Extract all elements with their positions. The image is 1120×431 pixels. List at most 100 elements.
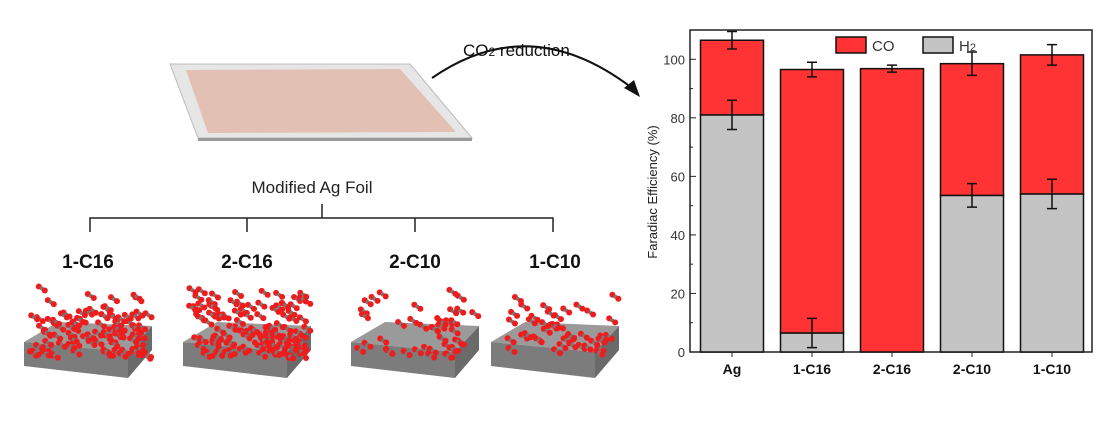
oxygen-atom [238,293,245,300]
oxygen-atom [50,301,57,308]
oxygen-atom [460,296,467,303]
legend-label: H2 [959,38,976,55]
error-bar-total [967,51,977,77]
oxygen-atom [254,328,261,335]
oxygen-atom [260,346,267,353]
oxygen-atom [612,319,619,326]
surface-slab-1-C10 [491,291,622,378]
oxygen-atom [301,342,308,349]
oxygen-atom [590,311,597,318]
oxygen-atom [434,328,441,335]
oxygen-atom [302,298,309,305]
oxygen-atom [202,339,209,346]
sample-label: 1-C16 [62,252,114,273]
oxygen-atom [232,326,239,333]
oxygen-atom [276,332,283,339]
oxygen-atom [48,341,55,348]
oxygen-atom [301,350,308,357]
oxygen-atom [511,320,518,327]
oxygen-atom [136,295,143,302]
foil-coating [186,69,456,133]
oxygen-atom [364,315,371,322]
faradaic-efficiency-chart: 0 20 40 60 80 100 Ag 1-C16 2-C16 2-C10 1-C10 CO H2 [663,29,1093,377]
oxygen-atom [227,352,234,359]
oxygen-atom [413,319,420,326]
oxygen-atom [101,323,108,330]
bar-h2-Ag [699,114,765,353]
oxygen-atom [290,355,297,362]
legend-swatch [835,36,867,54]
oxygen-atom [54,354,61,361]
oxygen-atom [458,340,465,347]
oxygen-atom [225,315,232,322]
y-tick-label: 0 [678,345,685,360]
oxygen-atom [148,314,155,321]
oxygen-atom [45,352,52,359]
oxygen-atom [279,293,286,300]
surface-slab-2-C10 [351,286,482,378]
oxygen-atom [302,318,309,325]
oxygen-atom [293,305,300,312]
oxygen-atom [60,326,67,333]
oxygen-atom [122,353,129,360]
oxygen-atom [264,291,271,298]
error-bar-total [727,30,737,50]
oxygen-atom [140,341,147,348]
oxygen-atom [383,339,390,346]
oxygen-atom [423,325,430,332]
sample-label: 2-C10 [389,252,441,273]
arrow-label: CO2 reduction [463,41,570,60]
x-tick-label: 1-C10 [1033,361,1071,377]
oxygen-atom [594,341,601,348]
oxygen-atom [550,312,557,319]
oxygen-atom [615,295,622,302]
oxygen-atom [212,305,219,312]
oxygen-atom [239,320,246,327]
oxygen-atom [90,294,97,301]
oxygen-atom [579,305,586,312]
oxygen-atom [113,298,120,305]
oxygen-atom [557,350,564,357]
oxygen-atom [147,355,154,362]
oxygen-atom [114,343,121,350]
arrow-label-rest: reduction [495,41,570,60]
y-tick-label: 20 [671,286,685,301]
oxygen-atom [452,290,459,297]
arrow-label-main: CO [463,41,489,60]
error-bar-h2 [1047,178,1057,210]
oxygen-atom [282,345,289,352]
oxygen-atom [555,324,562,331]
error-bar-h2 [727,99,737,131]
oxygen-atom [454,330,461,337]
oxygen-atom [287,327,294,334]
arrow-label-subscript: 2 [489,45,496,59]
oxygen-atom [39,318,46,325]
oxygen-atom [141,326,148,333]
oxygen-atom [221,314,228,321]
oxygen-atom [307,327,314,334]
oxygen-atom [117,327,124,334]
surface-slabs [24,283,622,378]
oxygen-atom [298,332,305,339]
oxygen-atom [251,305,258,312]
oxygen-atom [121,327,128,334]
oxygen-atom [34,316,41,323]
oxygen-atom [208,321,215,328]
legend-item-H2: H2 [922,36,976,55]
oxygen-atom [275,308,282,315]
sample-label: 1-C10 [529,252,581,273]
y-tick-label: 40 [671,228,685,243]
y-tick-label: 60 [671,169,685,184]
oxygen-atom [608,335,615,342]
oxygen-atom [510,339,517,346]
oxygen-atom [81,312,88,319]
oxygen-atom [201,304,208,311]
oxygen-atom [546,329,553,336]
oxygen-atom [291,311,298,318]
oxygen-atom [56,320,63,327]
legend-label-main: CO [872,38,895,55]
bar-co-2-C10 [939,62,1005,197]
oxygen-atom [135,326,142,333]
oxygen-atom [360,348,367,355]
error-bar-total [887,64,897,73]
